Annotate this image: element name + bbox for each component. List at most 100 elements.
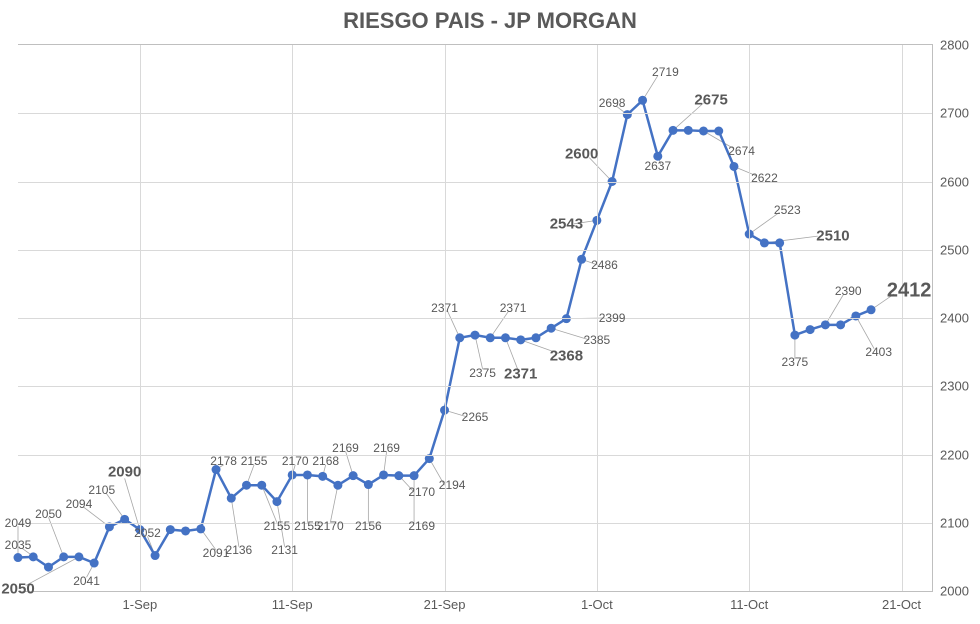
data-marker [44,563,53,572]
data-marker [410,471,419,480]
data-marker [638,96,647,105]
gridline-vertical [445,45,446,591]
data-label: 2052 [134,526,161,540]
data-label: 2368 [550,347,583,364]
data-marker [851,311,860,320]
data-marker [790,331,799,340]
data-marker [242,481,251,490]
data-label: 2169 [332,441,359,455]
data-label: 2510 [816,228,849,245]
y-tick-label: 2800 [940,38,969,53]
data-label: 2169 [408,519,435,533]
data-marker [699,126,708,135]
data-marker [516,335,525,344]
data-marker [729,162,738,171]
data-marker [471,331,480,340]
data-marker [181,526,190,535]
chart-container: RIESGO PAIS - JP MORGAN 2000210022002300… [0,0,980,624]
data-label: 2170 [408,485,435,499]
data-label: 2168 [312,454,339,468]
data-marker [821,320,830,329]
data-marker [14,553,23,562]
data-label: 2523 [774,203,801,217]
data-marker [90,559,99,568]
data-marker [547,324,556,333]
data-marker [486,333,495,342]
data-label: 2041 [73,574,100,588]
data-label: 2543 [550,215,583,232]
data-marker [166,525,175,534]
data-label: 2698 [599,96,626,110]
data-marker [196,524,205,533]
chart-title: RIESGO PAIS - JP MORGAN [0,8,980,34]
leader-line [856,316,874,349]
data-marker [501,333,510,342]
data-label: 2390 [835,284,862,298]
data-label: 2105 [88,483,115,497]
data-marker [836,320,845,329]
data-marker [364,480,373,489]
data-label: 2155 [264,519,291,533]
leader-line [475,335,483,369]
gridline-horizontal [18,113,932,114]
data-label: 2675 [694,91,727,108]
data-marker [669,126,678,135]
leader-line [106,493,124,519]
data-label: 2674 [728,144,755,158]
data-marker [394,471,403,480]
data-label: 2136 [226,543,253,557]
data-marker [29,552,38,561]
data-label: 2050 [35,507,62,521]
y-tick-label: 2700 [940,106,969,121]
y-tick-label: 2200 [940,447,969,462]
y-tick-label: 2000 [940,584,969,599]
data-label: 2156 [355,519,382,533]
x-tick-label: 21-Oct [882,597,921,612]
data-label: 2371 [504,365,537,382]
data-marker [760,238,769,247]
data-marker [257,481,266,490]
leader-line [825,294,843,325]
data-marker [333,481,342,490]
data-label: 2371 [500,301,527,315]
gridline-vertical [902,45,903,591]
data-marker [318,472,327,481]
data-marker [775,238,784,247]
x-tick-label: 1-Oct [581,597,613,612]
data-label: 2194 [439,478,466,492]
gridline-vertical [597,45,598,591]
x-tick-label: 1-Sep [123,597,158,612]
y-tick-label: 2500 [940,242,969,257]
leader-line [330,485,338,523]
data-label: 2637 [644,159,671,173]
data-marker [272,497,281,506]
data-marker [623,110,632,119]
data-marker [74,552,83,561]
data-label: 2170 [282,454,309,468]
data-marker [59,552,68,561]
plot-area: 2000210022002300240025002600270028001-Se… [18,44,933,592]
data-label: 2170 [317,519,344,533]
data-marker [379,470,388,479]
data-label: 2169 [373,441,400,455]
data-label: 2719 [652,65,679,79]
data-marker [303,470,312,479]
data-label: 2090 [108,463,141,480]
data-marker [349,471,358,480]
data-label: 2155 [241,454,268,468]
gridline-horizontal [18,182,932,183]
data-marker [867,305,876,314]
data-label: 2035 [5,538,32,552]
y-tick-label: 2600 [940,174,969,189]
data-marker [684,126,693,135]
data-label: 2600 [565,146,598,163]
data-label: 2622 [751,171,778,185]
data-label: 2486 [591,258,618,272]
data-label: 2265 [462,410,489,424]
data-marker [227,494,236,503]
data-marker [531,333,540,342]
data-label: 2371 [431,301,458,315]
x-tick-label: 21-Sep [424,597,466,612]
data-label: 2094 [66,497,93,511]
gridline-vertical [140,45,141,591]
